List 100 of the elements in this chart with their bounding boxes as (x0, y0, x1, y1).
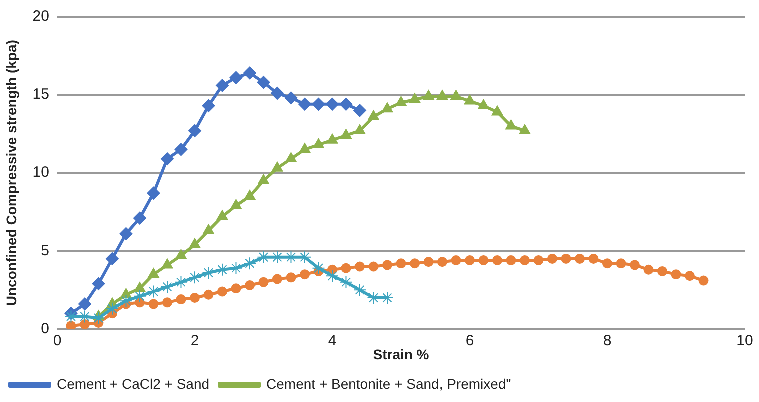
point (134, 282, 146, 292)
point (231, 284, 242, 294)
point (92, 312, 106, 325)
point (243, 257, 256, 270)
point (409, 93, 421, 104)
point (506, 120, 517, 130)
point (300, 270, 310, 280)
point (436, 90, 448, 100)
point (534, 256, 544, 266)
point (286, 152, 297, 163)
point (258, 277, 269, 288)
point (106, 252, 119, 266)
point (216, 263, 229, 276)
point (520, 256, 530, 266)
point (216, 79, 229, 92)
x-tick-label: 6 (466, 332, 474, 350)
point (298, 98, 312, 111)
point (174, 143, 188, 156)
point (230, 71, 243, 84)
point (367, 291, 380, 304)
point (354, 262, 365, 272)
point (698, 276, 709, 286)
point (160, 152, 174, 166)
point (353, 104, 366, 118)
point (410, 258, 420, 269)
point (437, 257, 448, 268)
point (176, 294, 186, 305)
point (244, 190, 256, 200)
y-tick-label: 0 (41, 320, 50, 338)
point (270, 250, 284, 264)
point (326, 134, 338, 144)
point (78, 310, 92, 324)
point (340, 276, 353, 289)
point (216, 210, 228, 220)
point (202, 266, 216, 280)
point (326, 98, 339, 111)
point (202, 99, 216, 112)
x-axis-title: Strain % (373, 346, 430, 362)
point (147, 285, 160, 298)
point (64, 310, 78, 324)
x-tick-label: 0 (53, 332, 62, 350)
point (270, 86, 284, 100)
y-tick-label: 15 (32, 86, 50, 104)
x-tick-label: 4 (328, 332, 337, 350)
point (78, 298, 92, 311)
point (341, 263, 352, 274)
point (451, 256, 462, 266)
point (464, 256, 475, 266)
point (506, 256, 516, 266)
point (174, 276, 188, 289)
point (230, 199, 242, 210)
point (162, 258, 174, 269)
point (284, 92, 298, 105)
point (160, 280, 174, 294)
point (382, 102, 394, 113)
point (423, 90, 434, 100)
point (312, 262, 326, 275)
point (424, 257, 434, 268)
point (217, 286, 228, 297)
point (313, 138, 324, 148)
point (630, 260, 640, 270)
point (299, 143, 311, 154)
point (478, 256, 489, 266)
point (243, 66, 256, 80)
point (354, 124, 366, 134)
point (658, 266, 668, 276)
point (286, 272, 296, 283)
point (644, 264, 654, 275)
point (203, 224, 214, 234)
point (298, 250, 312, 264)
point (147, 186, 160, 200)
point (133, 212, 146, 225)
point (380, 291, 394, 304)
point (120, 294, 133, 308)
point (478, 99, 490, 110)
point (685, 271, 695, 282)
point (326, 270, 339, 283)
point (368, 262, 379, 272)
point (671, 270, 682, 280)
point (190, 292, 200, 303)
point (492, 106, 504, 116)
point (148, 299, 159, 310)
point (272, 274, 282, 284)
point (340, 98, 353, 111)
y-tick-label: 5 (41, 242, 50, 260)
point (588, 254, 599, 264)
point (148, 268, 160, 278)
point (106, 302, 119, 316)
point (162, 298, 172, 308)
point (602, 258, 612, 269)
point (574, 254, 585, 264)
point (204, 290, 214, 300)
point (272, 162, 284, 172)
point (244, 280, 255, 290)
point (133, 290, 146, 303)
point (92, 277, 106, 290)
point (257, 76, 270, 90)
point (188, 271, 202, 284)
point (519, 124, 531, 134)
point (616, 258, 626, 269)
